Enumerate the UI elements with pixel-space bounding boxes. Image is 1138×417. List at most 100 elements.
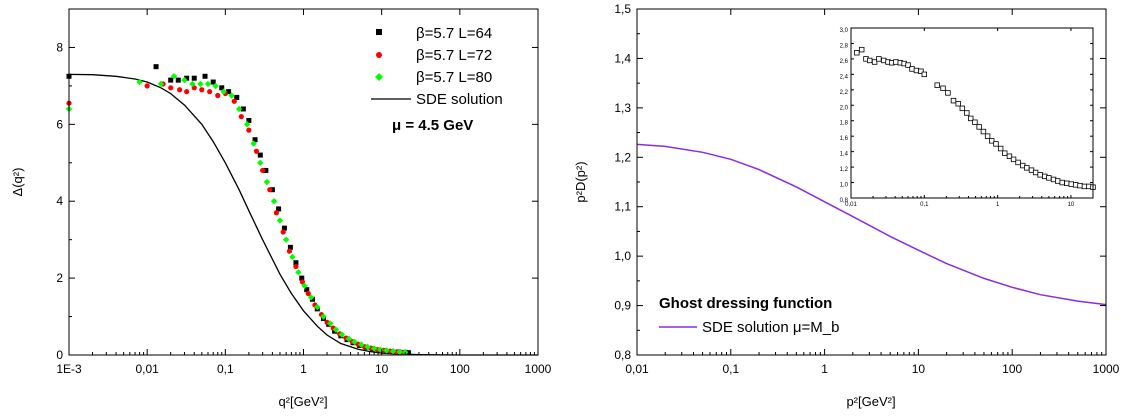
inset-data-point — [913, 67, 920, 74]
data-point-l64 — [219, 85, 225, 91]
ghost-dressing-line — [636, 143, 1107, 306]
inset-data-point — [876, 56, 882, 62]
data-point-l72 — [144, 83, 150, 89]
inset-data-point — [905, 62, 911, 68]
data-point-l80 — [204, 80, 212, 88]
data-point-l72 — [253, 148, 260, 154]
data-point-l80 — [370, 345, 378, 352]
inset-series — [854, 46, 1096, 190]
inset-data-point — [918, 68, 924, 74]
inset-data-point — [950, 97, 957, 104]
data-point-l80 — [345, 335, 353, 343]
left-y-tick-label: 6 — [56, 117, 63, 131]
data-point-l72 — [168, 85, 174, 91]
data-point-l72 — [286, 248, 292, 254]
inset-x-tick-label: 0,1 — [920, 202, 929, 208]
data-point-l80 — [338, 331, 346, 338]
left-x-tick-label: 0,1 — [217, 362, 234, 376]
inset-data-point — [980, 128, 987, 135]
data-point-l72 — [246, 127, 252, 133]
left-y-tick-label: 0 — [56, 348, 63, 362]
data-point-l64 — [304, 287, 310, 293]
inset-x-tick-label: 0,01 — [845, 202, 857, 208]
data-point-l64 — [234, 94, 240, 100]
left-x-tick-label: 1E-3 — [56, 362, 82, 376]
data-point-l72 — [177, 87, 183, 93]
data-point-l64 — [405, 350, 411, 356]
data-point-l80 — [301, 282, 308, 289]
data-point-l64 — [240, 106, 246, 112]
right-chart: 0,01 0,1 1 10 100 1000 0,8 0,9 1,0 1,1 1,2 1,3 1,4 1… — [573, 2, 1120, 409]
data-point-l64 — [287, 244, 293, 250]
data-point-l80 — [157, 80, 165, 88]
right-x-tick-label: 100 — [1002, 362, 1022, 376]
data-point-l64 — [269, 187, 275, 193]
data-point-l72 — [215, 92, 221, 99]
inset-data-point — [893, 59, 899, 65]
data-point-l80 — [327, 320, 334, 327]
inset-data-point — [871, 59, 878, 65]
right-y-tick-label: 1,0 — [614, 249, 631, 263]
right-x-axis-label: p²[GeV²] — [846, 394, 895, 409]
left-y-axis: 0 2 4 6 8 — [56, 40, 538, 362]
left-chart: 1E-3 0,01 0,1 1 10 100 1000 0 2 4 6 8 q²[GeV²] Δ(q… — [10, 8, 552, 409]
inset-y-axis: 0,8 1,0 1,2 1,4 1,6 1,8 2,0 2,2 2,4 2,6 2,8 3,0 — [840, 27, 1093, 204]
inset-data-point — [1055, 178, 1061, 184]
inset-data-point — [940, 85, 946, 91]
inset-data-point — [1024, 165, 1030, 171]
right-x-axis: 0,01 0,1 1 10 100 1000 — [625, 9, 1120, 376]
legend-marker-l64 — [376, 29, 382, 35]
data-point-l80 — [364, 343, 371, 351]
inset-data-point — [1002, 150, 1008, 156]
data-point-l80 — [289, 253, 296, 261]
inset-y-tick-label: 1,4 — [840, 152, 849, 158]
data-point-l64 — [257, 152, 263, 158]
data-point-l72 — [199, 87, 205, 93]
right-y-tick-label: 1,4 — [614, 51, 631, 65]
data-point-l72 — [305, 290, 311, 297]
inset-x-tick-label: 1 — [996, 202, 1000, 208]
data-point-l64 — [175, 77, 181, 83]
inset-frame — [850, 27, 1094, 199]
left-x-axis-label: q²[GeV²] — [278, 394, 327, 409]
inset-data-point — [1032, 169, 1039, 176]
inset-x-tick-label: 10 — [1068, 202, 1075, 208]
left-y-tick-label: 2 — [56, 271, 63, 285]
right-y-tick-label: 1,2 — [614, 150, 631, 164]
legend-marker-l80 — [375, 73, 383, 81]
left-y-tick-label: 8 — [56, 40, 63, 54]
inset-data-point — [1015, 159, 1021, 166]
inset-data-point — [1006, 153, 1013, 159]
inset-background — [851, 28, 1093, 198]
data-point-l64 — [293, 260, 299, 266]
inset-data-point — [1077, 182, 1083, 189]
data-point-l80 — [307, 294, 315, 301]
data-point-l64 — [252, 137, 258, 143]
inset-y-tick-label: 1,6 — [840, 136, 849, 142]
data-point-l80 — [212, 82, 219, 90]
data-point-l80 — [181, 76, 188, 84]
inset-y-tick-label: 1,0 — [840, 183, 849, 189]
data-point-l80 — [228, 92, 235, 99]
inset-y-tick-label: 3,0 — [840, 28, 849, 34]
inset-data-point — [964, 110, 970, 116]
inset-data-point — [997, 145, 1004, 152]
inset-data-point — [976, 124, 982, 130]
inset-data-point — [984, 133, 991, 139]
inset-y-tick-label: 2,0 — [840, 105, 849, 111]
data-point-l64 — [184, 75, 190, 81]
inset-y-tick-label: 2,4 — [840, 74, 849, 80]
data-point-l80 — [396, 348, 403, 356]
inset-data-point — [959, 105, 966, 112]
inset-data-point — [867, 57, 873, 64]
data-point-l72 — [293, 263, 299, 270]
left-annotation-mu: μ = 4.5 GeV — [392, 117, 473, 134]
data-point-l72 — [207, 89, 213, 95]
left-x-tick-label: 1 — [300, 362, 307, 376]
data-point-l72 — [273, 210, 279, 216]
inset-data-point — [909, 66, 915, 72]
inset-y-tick-label: 1,2 — [840, 167, 849, 173]
data-point-l80 — [276, 217, 284, 224]
right-legend: Ghost dressing function SDE solution μ=M… — [659, 295, 839, 336]
